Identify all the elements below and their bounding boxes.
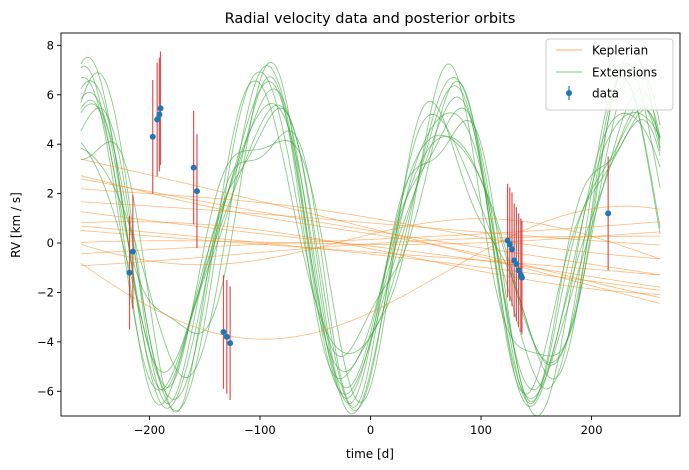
legend-keplerian-label: Keplerian: [592, 44, 648, 58]
extension-curve: [80, 80, 661, 408]
x-tick-label: −200: [134, 423, 166, 437]
extension-curve: [80, 76, 661, 399]
y-tick-label: 4: [47, 137, 54, 151]
data-points: [126, 51, 612, 400]
y-tick-label: 8: [47, 38, 54, 52]
x-tick-label: 100: [470, 423, 492, 437]
keplerian-curve: [80, 205, 661, 340]
y-tick-label: 2: [47, 187, 54, 201]
keplerian-curve: [80, 158, 661, 304]
extension-curve: [80, 77, 661, 400]
data-point: [227, 340, 234, 347]
extension-curve: [80, 72, 661, 403]
keplerian-curve: [80, 175, 661, 298]
y-axis-ticks: −6 −4 −2 0 2 4 6 8: [37, 38, 61, 398]
keplerian-curve: [80, 221, 661, 295]
y-tick-label: −4: [37, 335, 54, 349]
data-point: [515, 267, 522, 274]
x-tick-label: 0: [367, 423, 374, 437]
extension-curve: [80, 65, 661, 412]
legend: Keplerian Extensions data: [545, 38, 674, 111]
data-point: [129, 248, 136, 255]
data-point: [149, 133, 156, 140]
extension-curve: [80, 61, 661, 395]
legend-box: [545, 38, 674, 111]
data-point: [220, 328, 227, 335]
data-point: [508, 246, 515, 253]
keplerian-curve: [80, 188, 661, 260]
keplerian-curve: [80, 235, 661, 267]
chart-title: Radial velocity data and posterior orbit…: [225, 11, 516, 27]
y-axis-label: RV [km / s]: [9, 192, 23, 258]
keplerian-curve: [80, 231, 661, 245]
data-point: [126, 269, 133, 276]
data-point: [513, 261, 520, 268]
x-axis-ticks: −200 −100 0 100 200: [134, 416, 603, 437]
y-tick-label: −6: [37, 384, 54, 398]
data-point: [518, 274, 525, 281]
extension-curve: [80, 91, 661, 416]
extension-curve: [80, 56, 661, 411]
legend-data-label: data: [592, 87, 619, 101]
y-tick-label: 0: [47, 236, 54, 250]
keplerian-curve: [80, 230, 661, 276]
data-point: [156, 111, 163, 118]
data-point: [190, 164, 197, 171]
data-point: [157, 105, 164, 112]
legend-extensions-label: Extensions: [592, 66, 657, 80]
keplerian-curve: [80, 211, 661, 288]
data-point: [193, 188, 200, 195]
keplerian-curve: [80, 201, 661, 246]
data-point: [223, 333, 230, 340]
x-axis-label: time [d]: [346, 447, 394, 461]
x-tick-label: 200: [581, 423, 603, 437]
keplerian-curve: [80, 218, 661, 266]
x-tick-label: −100: [244, 423, 276, 437]
data-point: [154, 116, 161, 123]
data-point: [605, 210, 612, 217]
data-point: [506, 241, 513, 248]
keplerian-curves: [80, 158, 661, 340]
legend-data-marker: [566, 90, 572, 96]
y-tick-label: 6: [47, 88, 54, 102]
y-tick-label: −2: [37, 285, 54, 299]
keplerian-curve: [80, 178, 661, 276]
extension-curves: [80, 52, 661, 416]
keplerian-curve: [80, 225, 661, 291]
